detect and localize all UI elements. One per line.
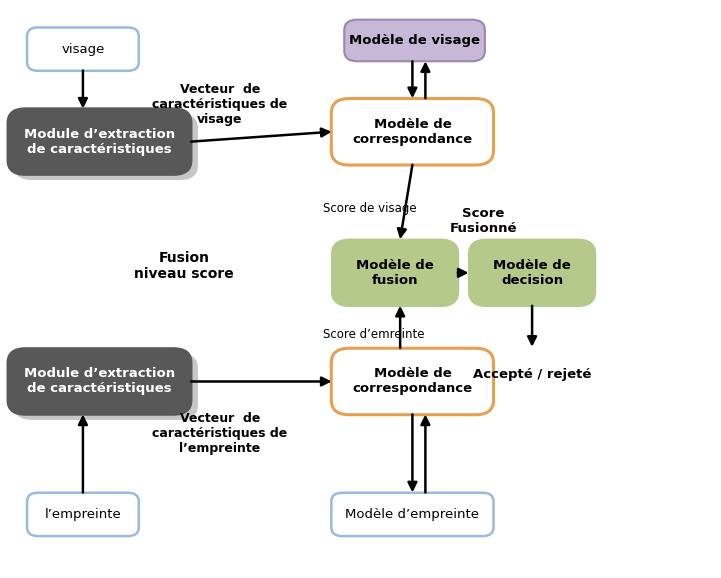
Text: l’empreinte: l’empreinte — [45, 508, 121, 521]
Text: Modèle de
decision: Modèle de decision — [493, 259, 571, 287]
FancyBboxPatch shape — [14, 113, 198, 180]
Text: Score d’emreinte: Score d’emreinte — [323, 328, 425, 340]
FancyBboxPatch shape — [344, 20, 485, 61]
FancyBboxPatch shape — [8, 348, 192, 415]
FancyBboxPatch shape — [331, 492, 493, 536]
FancyBboxPatch shape — [331, 348, 493, 415]
Text: Score
Fusionné: Score Fusionné — [449, 207, 517, 235]
Text: Score de visage: Score de visage — [323, 202, 417, 214]
Text: Module d’extraction
de caractéristiques: Module d’extraction de caractéristiques — [24, 368, 175, 395]
Text: Module d’extraction
de caractéristiques: Module d’extraction de caractéristiques — [24, 128, 175, 155]
FancyBboxPatch shape — [332, 239, 459, 306]
Text: Vecteur  de
caractéristiques de
l’empreinte: Vecteur de caractéristiques de l’emprein… — [152, 412, 288, 455]
FancyBboxPatch shape — [8, 109, 192, 175]
FancyBboxPatch shape — [14, 353, 198, 420]
Text: Modèle de
correspondance: Modèle de correspondance — [353, 118, 472, 146]
Text: Modèle de
correspondance: Modèle de correspondance — [353, 368, 472, 395]
Text: visage: visage — [61, 43, 105, 55]
FancyBboxPatch shape — [27, 27, 138, 71]
Text: Modèle de visage: Modèle de visage — [349, 34, 480, 47]
Text: Accepté / rejeté: Accepté / rejeté — [473, 368, 591, 381]
Text: Modèle de
fusion: Modèle de fusion — [356, 259, 434, 287]
FancyBboxPatch shape — [469, 239, 595, 306]
Text: Vecteur  de
caractéristiques de
visage: Vecteur de caractéristiques de visage — [152, 83, 288, 125]
FancyBboxPatch shape — [27, 492, 138, 536]
FancyBboxPatch shape — [331, 98, 493, 165]
Text: Modèle d’empreinte: Modèle d’empreinte — [345, 508, 479, 521]
Text: Fusion
niveau score: Fusion niveau score — [134, 251, 234, 281]
